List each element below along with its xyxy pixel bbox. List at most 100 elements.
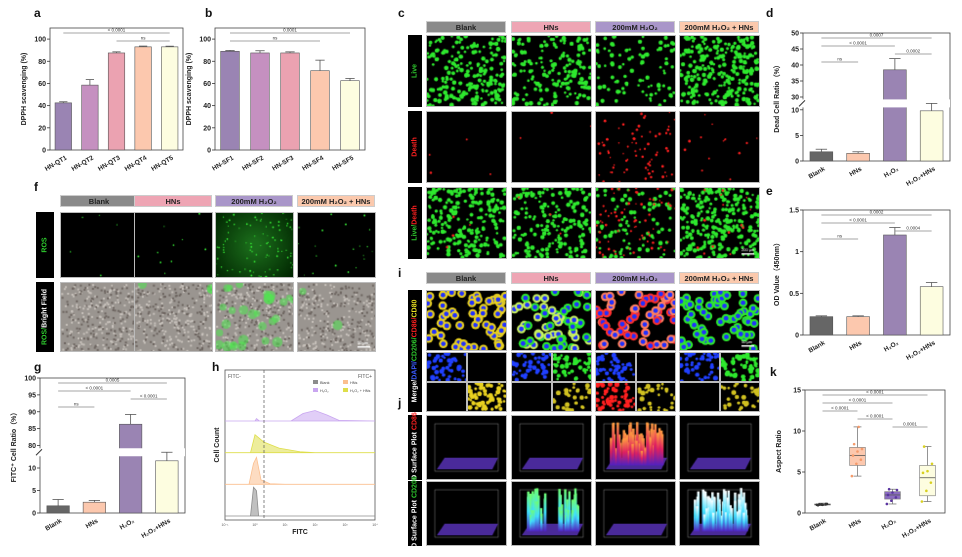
j-cd86-surface-3-canvas <box>680 416 759 479</box>
row-label-part: 3D Surface Plot <box>411 429 419 484</box>
bar <box>846 316 870 336</box>
c-image-merge-0-canvas <box>427 188 506 258</box>
c-header-1: HNs <box>511 21 591 33</box>
significance-label: < 0.0001 <box>86 386 104 391</box>
i-channel-image-3-1-0 <box>679 382 720 412</box>
significance-label: 0.0001 <box>903 422 917 427</box>
y-tick-label: 20 <box>203 125 211 132</box>
c-image-live-1 <box>511 35 592 107</box>
significance-label: ns <box>141 36 147 41</box>
f-image-bright-3 <box>297 282 376 352</box>
i-merge-image-2 <box>595 290 676 351</box>
f-image-bright-1 <box>134 282 213 352</box>
f-row-label-1-text: ROS/Bright Field <box>42 289 49 345</box>
legend-swatch <box>343 380 348 384</box>
j-cd206-surface-1 <box>511 481 592 546</box>
data-point <box>929 481 933 484</box>
data-point <box>922 445 926 448</box>
panel-label-j: j <box>398 396 402 410</box>
x-tick-label: 10¹ <box>282 523 288 527</box>
c-image-live-2 <box>595 35 676 107</box>
data-point <box>821 503 824 507</box>
data-point <box>926 469 929 473</box>
bar <box>883 69 907 162</box>
j-cd86-surface-0 <box>426 415 507 480</box>
i-channel-image-3-1-0-canvas <box>680 383 719 411</box>
y-axis-label: DPPH scavenging (%) <box>186 53 193 126</box>
c-row-label-0-text: Live <box>412 64 419 78</box>
c-image-live-3-canvas <box>680 36 759 106</box>
data-point <box>920 500 924 503</box>
row-label-part: CD206/ <box>411 337 419 362</box>
j-cd86-surface-2 <box>595 415 676 480</box>
x-tick-label: Blank <box>808 165 827 180</box>
y-tick-label: 0.5 <box>789 291 799 298</box>
bar <box>846 153 870 162</box>
f-image-ros-0-canvas <box>61 213 138 277</box>
j-cd206-surface-0 <box>426 481 507 546</box>
y-tick-label: 40 <box>791 63 799 70</box>
f-image-bright-0-canvas <box>61 283 138 351</box>
data-point <box>817 503 821 506</box>
i-channel-image-1-1-1 <box>551 382 592 412</box>
c-image-live-2-canvas <box>596 36 675 106</box>
significance-label: < 0.0001 <box>849 398 867 403</box>
j-cd206-surface-1-canvas <box>512 482 591 545</box>
j-row-label-0: 3D Surface Plot CD86 <box>408 412 422 483</box>
x-tick-label: HN-SF5 <box>331 154 355 172</box>
x-tick-label: HN-QT1 <box>44 154 69 172</box>
i-channel-image-0-0-0 <box>426 352 467 382</box>
data-point <box>857 425 860 429</box>
y-tick-label: 1 <box>795 249 799 256</box>
histogram-0 <box>225 410 376 422</box>
y-tick-label: 85 <box>28 426 36 433</box>
c-image-live-1-canvas <box>512 36 591 106</box>
c-image-dead-1 <box>511 111 592 183</box>
x-tick-label: HN-QT5 <box>150 154 175 172</box>
data-point <box>852 442 856 446</box>
y-axis-label: DPPH scavenging (%) <box>21 53 28 126</box>
significance-label: < 0.0001 <box>849 41 867 46</box>
c-row-label-2-text: Live/Death <box>412 205 419 240</box>
significance-label: 0.0002 <box>906 49 920 54</box>
y-tick-label: 5 <box>797 470 801 477</box>
x-tick-label: HN-SF4 <box>301 154 325 172</box>
row-label-part: Merge/ <box>411 379 419 403</box>
f-image-ros-1-canvas <box>135 213 212 277</box>
bar <box>46 505 70 514</box>
bar <box>809 316 834 336</box>
data-point <box>855 462 858 466</box>
bar <box>310 70 330 151</box>
x-tick-label: H₂O₂ <box>881 518 898 532</box>
j-cd86-surface-3 <box>679 415 760 480</box>
y-tick-label: 35 <box>791 79 799 86</box>
bar <box>919 286 944 336</box>
data-point <box>921 471 925 475</box>
f-header-1: HNs <box>134 195 212 207</box>
i-channel-image-0-0-1 <box>466 352 507 382</box>
significance-label: 0.0001 <box>283 28 297 33</box>
y-axis-label: Aspect Ratio <box>776 430 783 473</box>
f-image-ros-2 <box>215 212 294 278</box>
i-channel-image-0-1-0 <box>426 382 467 412</box>
i-channel-image-2-1-0-canvas <box>596 383 635 411</box>
x-axis-label: FITC <box>292 529 308 536</box>
j-row-label-0-text: 3D Surface Plot CD86 <box>412 412 419 484</box>
row-label-part: 3D Surface Plot <box>411 497 419 552</box>
row-label-part: Live/ <box>411 224 419 241</box>
x-tick-label: Blank <box>44 517 63 532</box>
row-label-part: CD86 <box>411 411 419 430</box>
c-image-dead-0-canvas <box>427 112 506 182</box>
y-tick-label: 30 <box>791 95 799 102</box>
i-channel-image-0-1-1-canvas <box>467 383 506 411</box>
c-image-dead-0 <box>426 111 507 183</box>
data-point <box>859 458 863 462</box>
x-tick-label: HN-SF1 <box>211 154 235 172</box>
row-label-part: Bright Field <box>41 288 49 328</box>
row-label-part: Death <box>411 205 419 225</box>
legend-swatch <box>313 380 318 384</box>
panel-label-c: c <box>398 6 405 20</box>
x-tick-label: H₂O₂+HNs <box>901 517 933 539</box>
